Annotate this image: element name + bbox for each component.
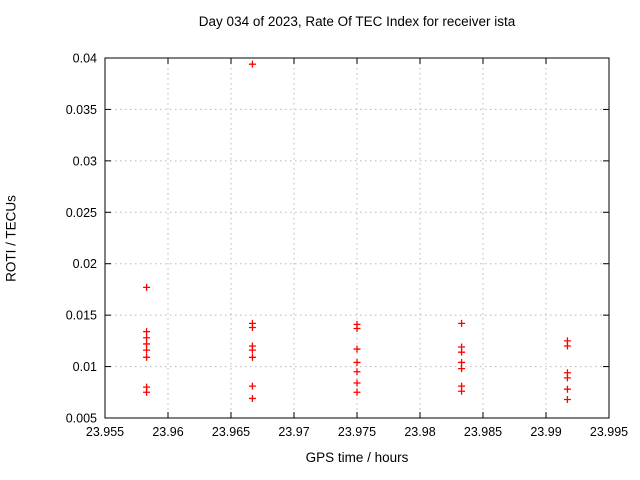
data-point xyxy=(563,395,571,403)
data-point xyxy=(458,348,466,356)
y-tick-label: 0.03 xyxy=(73,154,97,168)
y-tick-label: 0.005 xyxy=(66,412,97,426)
y-tick-label: 0.04 xyxy=(73,52,97,66)
data-point xyxy=(353,325,361,333)
data-point xyxy=(563,342,571,350)
y-axis-label: ROTI / TECUs xyxy=(3,195,19,282)
x-tick-label: 23.98 xyxy=(404,425,435,439)
data-point xyxy=(143,346,151,354)
y-tick-label: 0.035 xyxy=(66,103,97,117)
data-point xyxy=(248,323,256,331)
data-point xyxy=(353,358,361,366)
x-tick-label: 23.985 xyxy=(464,425,502,439)
data-point xyxy=(458,365,466,373)
y-tick-label: 0.015 xyxy=(66,309,97,323)
data-point xyxy=(458,319,466,327)
data-point xyxy=(248,346,256,354)
x-tick-label: 23.965 xyxy=(212,425,250,439)
chart-title: Day 034 of 2023, Rate Of TEC Index for r… xyxy=(198,14,516,29)
data-point xyxy=(143,334,151,342)
y-tick-label: 0.01 xyxy=(73,360,97,374)
data-point xyxy=(248,382,256,390)
data-point xyxy=(143,340,151,348)
y-tick-label: 0.025 xyxy=(66,206,97,220)
data-point xyxy=(143,283,151,291)
data-point xyxy=(563,374,571,382)
data-point xyxy=(248,353,256,361)
x-tick-label: 23.99 xyxy=(530,425,561,439)
data-point xyxy=(563,385,571,393)
data-point xyxy=(353,368,361,376)
data-point xyxy=(353,388,361,396)
data-point xyxy=(143,328,151,336)
data-point xyxy=(353,345,361,353)
x-tick-label: 23.97 xyxy=(278,425,309,439)
data-point xyxy=(458,387,466,395)
data-point xyxy=(143,388,151,396)
x-tick-label: 23.995 xyxy=(590,425,628,439)
data-point xyxy=(248,394,256,402)
y-tick-label: 0.02 xyxy=(73,257,97,271)
data-point xyxy=(458,358,466,366)
x-tick-label: 23.975 xyxy=(338,425,376,439)
data-point xyxy=(353,379,361,387)
x-tick-label: 23.96 xyxy=(152,425,183,439)
data-point xyxy=(143,353,151,361)
data-point xyxy=(248,60,256,68)
x-tick-label: 23.955 xyxy=(86,425,124,439)
x-axis-label: GPS time / hours xyxy=(305,450,409,465)
